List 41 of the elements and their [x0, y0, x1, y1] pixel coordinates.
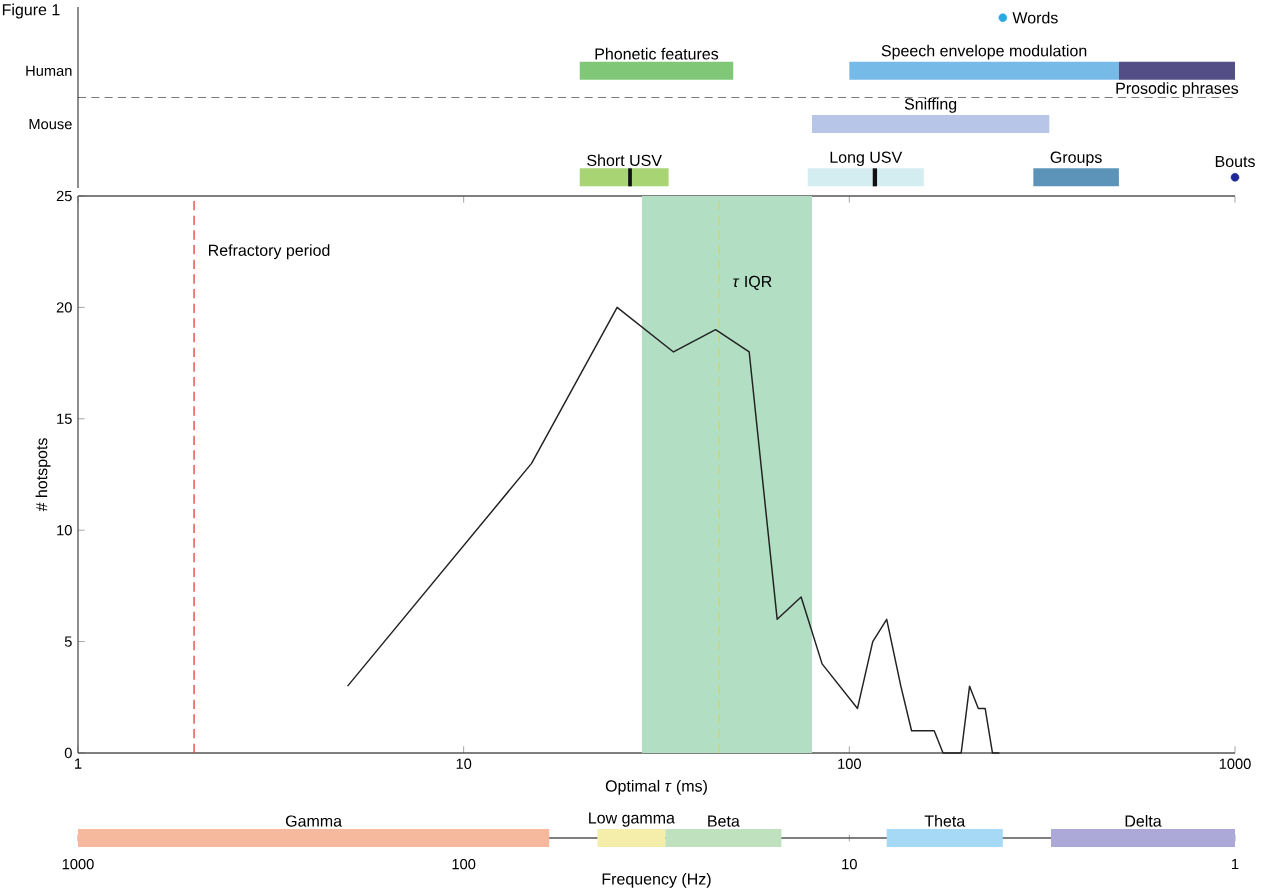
- x-tick-label: 10: [456, 758, 472, 769]
- series-label: Theta: [924, 814, 966, 827]
- y-tick-label: 10: [57, 524, 72, 536]
- y-axis-title: # hotspots: [35, 438, 51, 512]
- series-label: Gamma: [285, 815, 343, 827]
- x-tick-label: 100: [452, 858, 476, 870]
- series-label: Short USV: [587, 154, 662, 166]
- bar: [886, 828, 1003, 847]
- x-tick-label: 1000: [1219, 758, 1251, 769]
- y-tick-label: 20: [56, 302, 72, 313]
- series-label: Groups: [1050, 151, 1102, 166]
- ref-line-label: Refractory period: [209, 244, 330, 260]
- bar: [597, 828, 666, 847]
- series-label: Sniffing: [904, 97, 957, 113]
- series-label: Phonetic features: [595, 47, 719, 60]
- series-label: Beta: [708, 815, 740, 827]
- bar: [1050, 828, 1235, 847]
- bar: [77, 828, 550, 847]
- x-tick-label: 10: [842, 858, 857, 870]
- series-label: Speech envelope modulation: [881, 44, 1087, 60]
- x-axis-title: Frequency (Hz): [602, 872, 711, 888]
- x-axis-title: Optimal τ (ms): [605, 779, 707, 795]
- x-tick-label: 1: [75, 758, 82, 769]
- series-label: Long USV: [830, 151, 903, 166]
- series-label: Delta: [1125, 814, 1162, 827]
- y-tick-label: Mouse: [29, 118, 72, 130]
- chart-title: Figure 1: [2, 3, 60, 19]
- y-tick-label: 25: [56, 190, 72, 202]
- x-tick-label: 100: [838, 758, 861, 769]
- series-label: Bouts: [1215, 155, 1255, 167]
- y-tick-label: 5: [64, 636, 72, 647]
- x-tick-label: 1000: [62, 858, 94, 870]
- y-tick-label: 0: [64, 747, 72, 759]
- y-tick-label: Human: [26, 65, 72, 76]
- band-label: τ IQR: [733, 275, 772, 290]
- series-label: Low gamma: [589, 812, 675, 827]
- bar: [665, 828, 782, 847]
- series-label: Prosodic phrases: [1116, 82, 1239, 97]
- x-tick-label: 1: [1232, 858, 1239, 869]
- y-tick-label: 15: [57, 413, 72, 424]
- series-label: Words: [1012, 11, 1058, 24]
